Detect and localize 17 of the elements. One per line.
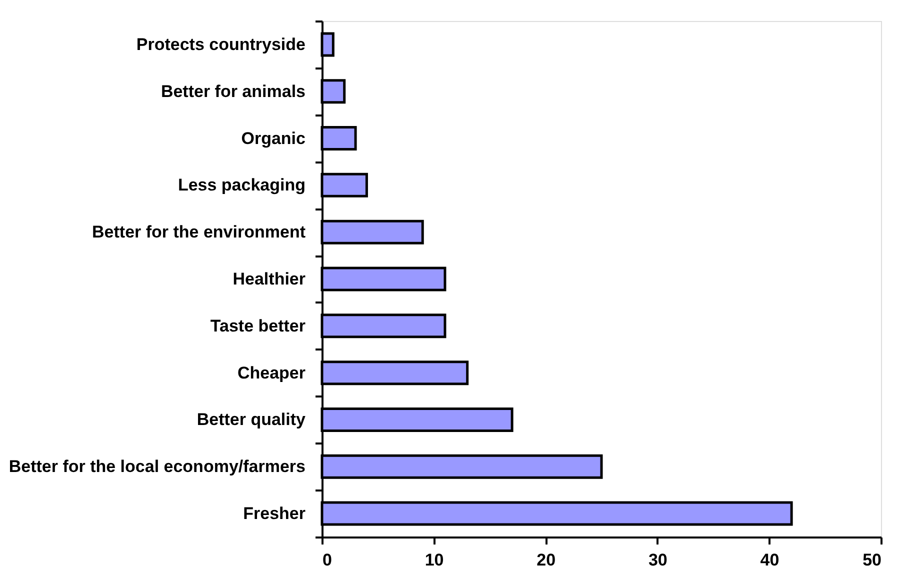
y-tick-label: Taste better — [210, 316, 306, 336]
y-tick-label: Better quality — [196, 410, 306, 430]
x-tick-label: 50 — [862, 550, 882, 570]
y-tick-label: Better for animals — [160, 82, 306, 101]
x-tick-label: 0 — [322, 550, 332, 570]
x-tick-label: 30 — [648, 550, 668, 570]
y-tick-label: Cheaper — [237, 363, 306, 382]
x-tick-label: 10 — [424, 550, 444, 570]
y-tick-label: Better for the environment — [92, 222, 306, 242]
x-tick-label: 20 — [536, 550, 556, 570]
y-tick-label: Healthier — [232, 270, 306, 288]
x-tick-label: 40 — [760, 550, 780, 570]
y-tick-label: Fresher — [243, 504, 306, 524]
y-tick-label: Better for the local economy/farmers — [8, 457, 306, 476]
y-tick-label: Less packaging — [178, 176, 306, 195]
y-tick-label: Protects countryside — [136, 34, 306, 54]
y-tick-label: Organic — [241, 128, 306, 148]
